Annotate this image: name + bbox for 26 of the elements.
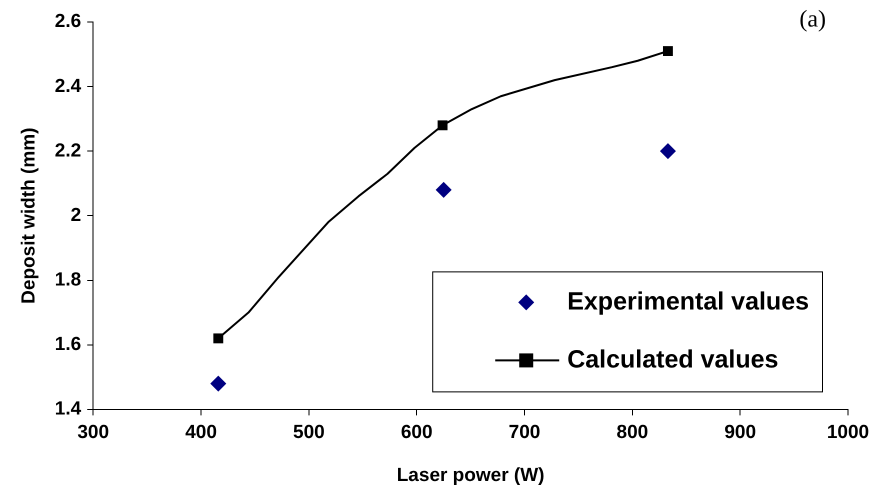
y-tick-label: 1.6 (54, 334, 82, 356)
point (213, 333, 224, 344)
y-tick-label: 2.6 (54, 11, 82, 32)
y-tick-label: 2.4 (54, 76, 82, 97)
point (660, 143, 676, 160)
x-tick-label: 700 (508, 422, 540, 444)
point (662, 46, 673, 56)
x-tick-label: 1000 (826, 422, 870, 444)
x-axis-title: Laser power (W) (396, 464, 545, 486)
y-tick-label: 2.2 (54, 140, 82, 162)
legend-label: Calculated values (567, 345, 778, 374)
y-tick-label: 2 (70, 204, 82, 226)
x-tick-label: 600 (400, 422, 433, 444)
point (438, 120, 448, 130)
annotation: (a) (799, 6, 826, 32)
legend-label: Experimental values (567, 287, 810, 316)
point (436, 182, 452, 198)
x-tick-label: 400 (185, 422, 217, 444)
point (210, 376, 226, 392)
y-axis-title: Deposit width (mm) (18, 128, 40, 304)
x-tick-label: 800 (616, 422, 648, 444)
y-tick-label: 1.4 (54, 398, 82, 420)
x-tick-label: 500 (293, 422, 325, 444)
x-tick-label: 900 (724, 422, 756, 444)
y-tick-label: 1.8 (54, 270, 82, 290)
x-tick-label: 300 (77, 422, 110, 444)
